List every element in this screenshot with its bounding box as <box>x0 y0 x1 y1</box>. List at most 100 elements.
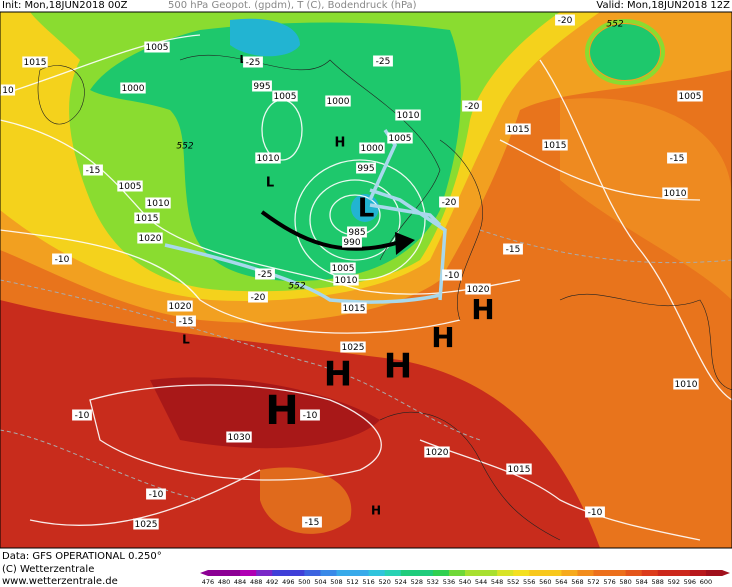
colorbar-cell <box>272 570 289 576</box>
colorbar-label: 580 <box>619 578 631 586</box>
colorbar-label: 564 <box>555 578 567 586</box>
colorbar-label: 552 <box>507 578 519 586</box>
isobar-label-box <box>252 80 272 92</box>
isobar-label: 1010 <box>397 111 420 121</box>
colorbar-label: 512 <box>346 578 358 586</box>
data-source: Data: GFS OPERATIONAL 0.250° <box>2 551 162 562</box>
colorbar-label: 548 <box>491 578 503 586</box>
colorbar-label: 572 <box>587 578 599 586</box>
isobar-label: 1010 <box>335 276 358 286</box>
colorbar: 476 480 484 488 492 496 500 504 508 512 516 520 524 5… <box>200 570 730 586</box>
temperature-label-box <box>462 100 482 112</box>
colorbar-cell <box>320 570 337 576</box>
pressure-system: L <box>358 194 375 224</box>
temperature-label-box <box>72 409 92 421</box>
isobar-label-box <box>465 283 491 295</box>
isobar-label-box <box>341 302 367 314</box>
isobar-label: 1005 <box>119 182 142 192</box>
temperature-label: -10 <box>445 271 460 281</box>
temperature-label-box <box>146 488 166 500</box>
temperature-label-box <box>52 253 72 265</box>
isobar-label: 1015 <box>136 214 159 224</box>
isobar-label: 1010 <box>664 189 687 199</box>
temperature-label: -20 <box>465 102 480 112</box>
isobar-label-box <box>134 212 160 224</box>
isobar-label: 1005 <box>274 92 297 102</box>
colorbar-cell <box>657 570 675 576</box>
colorbar-cell <box>336 570 354 576</box>
pressure-system: H <box>371 504 381 518</box>
colorbar-cell <box>304 570 321 576</box>
temperature-label-box <box>176 315 196 327</box>
isobar-label-box <box>144 41 170 53</box>
colorbar-cell <box>240 570 257 576</box>
flow-arrow-head <box>395 232 415 255</box>
colorbar-label: 568 <box>571 578 583 586</box>
valid-time: Valid: Mon,18JUN2018 12Z <box>596 0 730 11</box>
isobar-label: 1010 <box>147 199 170 209</box>
temperature-label: -10 <box>75 411 90 421</box>
isobar-label-box <box>506 463 532 475</box>
isobar-label: 1020 <box>139 234 162 244</box>
temperature-label: -20 <box>558 16 573 26</box>
pressure-system: H <box>431 321 454 354</box>
temperature-label: -15 <box>86 166 101 176</box>
isobar-label: 1020 <box>467 285 490 295</box>
isobar-label: 1025 <box>135 520 158 530</box>
pressure-system: L <box>239 53 246 66</box>
colorbar-cell <box>497 570 514 576</box>
colorbar-label: 544 <box>475 578 487 586</box>
temperature-label: -15 <box>670 154 685 164</box>
colorbar-arrow-left <box>200 570 208 576</box>
colorbar-cell <box>673 570 691 576</box>
colorbar-label: 576 <box>603 578 615 586</box>
isobar-label-box <box>662 187 688 199</box>
temperature-label-box <box>503 243 523 255</box>
fronts <box>164 129 447 304</box>
isobar-label-box <box>359 142 385 154</box>
colorbar-cell <box>465 570 482 576</box>
url: www.wetterzentrale.de <box>2 576 118 587</box>
pressure-system: H <box>471 293 494 326</box>
colorbar-cell <box>448 570 466 576</box>
isobar-label-box <box>226 431 252 443</box>
isobar-label: 1000 <box>122 84 145 94</box>
colorbar-cell <box>705 570 723 576</box>
temperature-label: -25 <box>376 57 391 67</box>
isobar-label-box <box>333 274 359 286</box>
isobar-label: 985 <box>348 228 365 238</box>
temperature-label-box <box>255 268 275 280</box>
colorbar-cell <box>513 570 530 576</box>
isobar-label: 995 <box>357 164 374 174</box>
temperature-label-box <box>248 291 268 303</box>
temperature-label: -10 <box>55 255 70 265</box>
isobar-label-box <box>133 518 159 530</box>
isobar-label: 1010 <box>257 154 280 164</box>
colorbar-label: 524 <box>395 578 407 586</box>
product: 500 hPa Geopot. (gpdm), T (C), Bodendruc… <box>168 0 417 11</box>
colorbar-cell <box>416 570 434 576</box>
colorbar-cell <box>481 570 498 576</box>
isobar-label-box <box>505 123 531 135</box>
map-frame <box>0 11 732 549</box>
colorbar-cell <box>400 570 418 576</box>
colorbar-cell <box>384 570 402 576</box>
isobar-label-box <box>137 232 163 244</box>
colorbar-label: 508 <box>330 578 342 586</box>
init-time: Init: Mon,18JUN2018 00Z <box>2 0 128 11</box>
isobar-label-box <box>340 341 366 353</box>
temperature-label: -25 <box>258 270 273 280</box>
temperature-label-box <box>300 409 320 421</box>
isobar-label: 1025 <box>342 343 365 353</box>
temperature-label: -10 <box>303 411 318 421</box>
isobar-label-box <box>542 139 568 151</box>
isobar-label: 1020 <box>426 448 449 458</box>
isobar-label: 10 <box>2 86 14 96</box>
colorbar-cell <box>256 570 273 576</box>
colorbar-label: 496 <box>282 578 294 586</box>
colorbar-label: 596 <box>684 578 696 586</box>
colorbar-cell <box>689 570 707 576</box>
colorbar-label: 516 <box>362 578 374 586</box>
colorbar-label: 540 <box>459 578 471 586</box>
